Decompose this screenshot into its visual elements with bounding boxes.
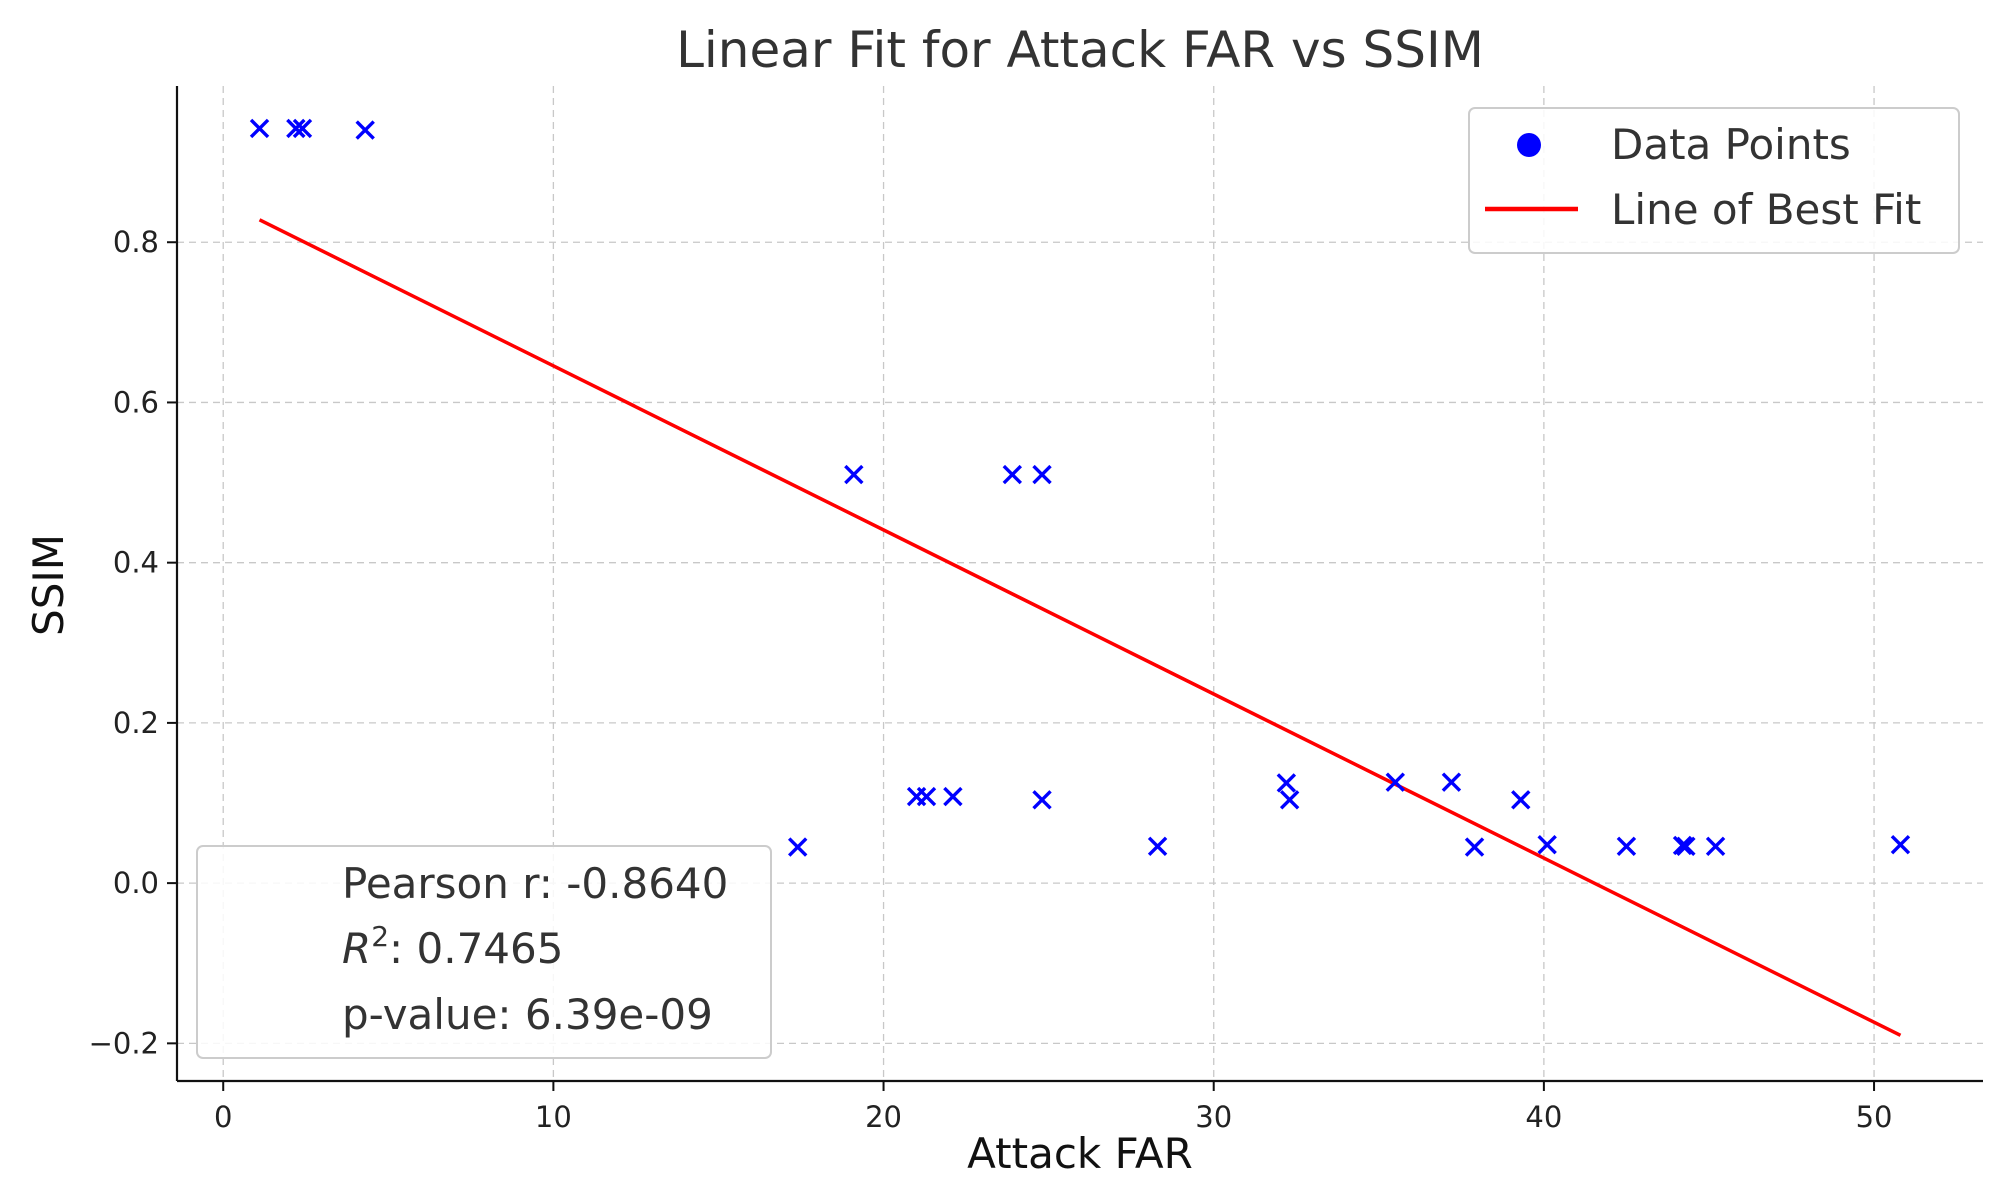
- legend-label-fit-line: Line of Best Fit: [1611, 185, 1921, 234]
- x-axis-label: Attack FAR: [967, 1129, 1193, 1178]
- chart-title: Linear Fit for Attack FAR vs SSIM: [676, 21, 1484, 79]
- data-point: [1147, 836, 1168, 856]
- x-tick-label: 30: [1195, 1100, 1232, 1134]
- data-point: [1441, 772, 1462, 792]
- data-point: [1537, 834, 1557, 855]
- r-squared-text: R2: 0.7465: [342, 920, 563, 973]
- data-point: [844, 464, 864, 485]
- y-tick-label: 0.4: [113, 546, 159, 580]
- data-point: [1276, 773, 1297, 793]
- y-tick-label: 0.2: [113, 706, 159, 740]
- pearson-r-text: Pearson r: -0.8640: [342, 859, 728, 908]
- data-point: [943, 786, 963, 807]
- legend-marker-data-points: [1517, 133, 1541, 157]
- x-tick-label: 50: [1856, 1100, 1893, 1134]
- x-tick-label: 10: [535, 1100, 572, 1134]
- y-tick-label: 0.8: [113, 225, 159, 259]
- data-point: [1279, 790, 1300, 810]
- data-point: [286, 118, 306, 139]
- data-point: [1002, 464, 1023, 485]
- data-point: [1676, 836, 1696, 856]
- legend-label-data-points: Data Points: [1611, 120, 1851, 169]
- x-tick-label: 20: [865, 1100, 902, 1134]
- y-tick-label: 0.0: [113, 866, 159, 900]
- data-point: [1616, 836, 1637, 856]
- x-tick-label: 40: [1525, 1100, 1562, 1134]
- data-point: [788, 837, 808, 857]
- data-point: [292, 118, 313, 139]
- stats-box: Pearson r: -0.8640 R2: 0.7465 p-value: 6…: [196, 845, 772, 1059]
- line-of-best-fit: [258, 218, 1902, 1037]
- data-point: [355, 120, 375, 140]
- data-point: [1890, 834, 1911, 855]
- data-point: [1464, 837, 1485, 857]
- data-point: [916, 786, 937, 807]
- legend-box: [1468, 107, 1960, 254]
- fit-line-layer: [258, 218, 1902, 1037]
- stats-box-frame: [196, 845, 772, 1059]
- data-point: [1032, 464, 1052, 485]
- r-squared-superscript: 2: [371, 920, 389, 953]
- y-axis-label: SSIM: [24, 534, 73, 636]
- x-tick-label: 0: [214, 1100, 232, 1134]
- y-tick-label: 0.6: [113, 385, 159, 419]
- y-tick-label: −0.2: [89, 1026, 159, 1060]
- tick-layer: 0 10 20 30 40 50 −0.2 0.0 0.2 0.4 0.6 0.8: [89, 225, 1893, 1134]
- data-point: [1385, 772, 1406, 792]
- legend: Data Points Line of Best Fit: [1468, 107, 1960, 254]
- data-points-layer: [249, 118, 1911, 857]
- r-squared-symbol: R: [342, 924, 371, 973]
- data-point: [1511, 790, 1531, 810]
- r-squared-value: : 0.7465: [389, 924, 563, 973]
- p-value-text: p-value: 6.39e-09: [342, 990, 713, 1039]
- data-point: [1705, 836, 1726, 856]
- data-point: [249, 118, 270, 139]
- data-point: [1032, 790, 1052, 810]
- data-point: [1672, 835, 1693, 856]
